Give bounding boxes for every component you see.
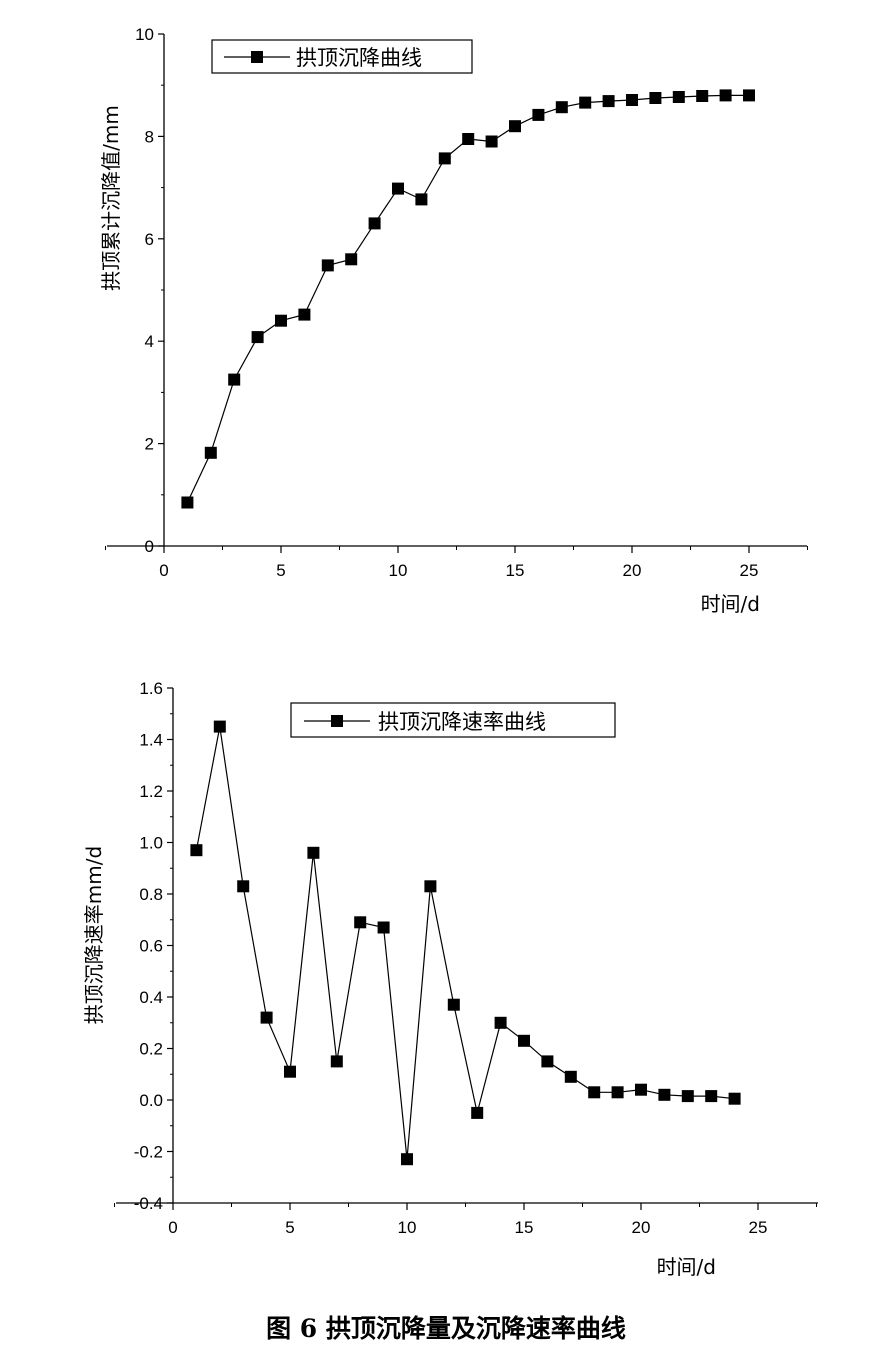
data-point: [354, 916, 367, 929]
data-point: [485, 135, 498, 148]
data-point: [588, 1086, 601, 1099]
data-point: [532, 108, 545, 121]
y-tick-label: 1.6: [139, 679, 163, 698]
x-tick-label: 5: [285, 1218, 294, 1237]
y-tick-label: 4: [145, 332, 154, 351]
data-point: [471, 1106, 484, 1119]
y-tick-label: 1.4: [139, 731, 163, 750]
figure-caption: 图 6 拱顶沉降量及沉降速率曲线: [266, 1314, 626, 1343]
data-point: [518, 1034, 530, 1047]
y-tick-label: 0: [145, 537, 154, 556]
y-tick-label: 0.2: [139, 1040, 163, 1059]
legend-label: 拱顶沉降速率曲线: [378, 710, 546, 734]
data-point: [611, 1086, 624, 1099]
legend-marker: [331, 715, 343, 727]
data-point: [298, 308, 311, 321]
data-point: [681, 1090, 694, 1103]
series-line: [195, 726, 735, 1160]
x-tick-label: 10: [389, 561, 408, 580]
data-point: [260, 1011, 273, 1024]
data-point: [635, 1083, 647, 1096]
legend: 拱顶沉降曲线: [211, 39, 473, 74]
data-point: [330, 1055, 343, 1068]
data-point: [728, 1092, 741, 1105]
legend-box: [290, 702, 616, 738]
y-tick-label: 1.2: [139, 782, 163, 801]
y-tick-label: 8: [145, 127, 154, 146]
data-point: [401, 1153, 413, 1166]
data-point: [438, 152, 451, 165]
y-axis-label: 拱顶沉降速率mm/d: [82, 846, 106, 1024]
y-tick-label: 0.8: [139, 885, 163, 904]
data-point: [213, 720, 226, 733]
data-point: [719, 89, 732, 102]
data-point: [237, 880, 250, 893]
data-point: [564, 1070, 577, 1083]
data-point: [696, 90, 709, 102]
data-point: [321, 259, 334, 272]
data-point: [462, 133, 475, 145]
data-point: [672, 91, 685, 103]
x-tick-label: 25: [749, 1218, 768, 1237]
data-point: [181, 496, 194, 509]
x-tick-label: 15: [515, 1218, 534, 1237]
data-point: [345, 253, 358, 266]
x-tick-label: 20: [632, 1218, 651, 1237]
y-tick-label: 10: [135, 25, 154, 44]
data-point: [705, 1090, 718, 1103]
y-axis-label: 拱顶累计沉降值/mm: [99, 105, 123, 291]
x-tick-label: 20: [623, 561, 642, 580]
settlement-rate-chart: -0.4 -0.2 0.0 0.2 0.4 0.6 0.8 1.0 1.2 1.4 1.6 0 5 10…: [82, 679, 818, 1279]
data-point: [424, 880, 437, 893]
x-tick-label: 0: [159, 561, 168, 580]
x-tick-label: 15: [506, 561, 525, 580]
data-point: [649, 92, 662, 104]
data-point: [743, 89, 755, 102]
data-point: [658, 1088, 671, 1101]
data-point: [392, 182, 404, 195]
data-point: [494, 1016, 507, 1029]
x-axis-label: 时间/d: [701, 592, 760, 616]
data-point: [204, 446, 217, 459]
y-tick-label: 2: [145, 435, 154, 454]
data-point: [307, 846, 320, 859]
y-tick-label: 0.6: [139, 937, 163, 956]
data-point: [447, 998, 460, 1011]
y-tick-label: 0.4: [139, 988, 163, 1007]
x-tick-label: 10: [398, 1218, 417, 1237]
series-line: [186, 94, 749, 503]
y-tick-label: 6: [145, 230, 154, 249]
data-point: [368, 217, 381, 230]
legend-label: 拱顶沉降曲线: [296, 46, 422, 70]
y-tick-label: -0.4: [134, 1194, 163, 1213]
settlement-chart: 0 2 4 6 8 10 0 5 10 15 20 25 拱顶沉降曲线 拱顶累计沉降值/mm 时间/…: [99, 25, 808, 616]
x-tick-label: 5: [276, 561, 285, 580]
data-point: [541, 1055, 554, 1068]
legend-marker: [251, 51, 263, 63]
data-point: [284, 1065, 296, 1078]
y-tick-label: -0.2: [134, 1143, 163, 1162]
y-tick-label: 0.0: [139, 1091, 163, 1110]
y-tick-label: 1.0: [139, 834, 163, 853]
x-tick-label: 0: [168, 1218, 177, 1237]
data-point: [190, 844, 203, 857]
data-point: [626, 94, 638, 106]
data-point: [579, 96, 592, 109]
data-point: [415, 193, 428, 206]
data-point: [377, 921, 390, 934]
legend: 拱顶沉降速率曲线: [290, 702, 616, 738]
data-point: [228, 373, 241, 386]
data-point: [555, 101, 568, 114]
data-point: [602, 95, 615, 108]
data-point: [275, 314, 287, 327]
data-point: [509, 120, 521, 133]
x-tick-label: 25: [740, 561, 759, 580]
x-axis-label: 时间/d: [657, 1255, 716, 1279]
data-point: [251, 331, 264, 344]
